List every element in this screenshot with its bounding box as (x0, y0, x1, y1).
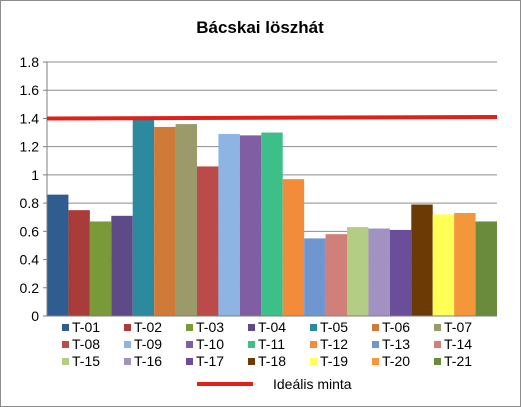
legend-swatch-t-19 (310, 358, 317, 365)
bar-t-08 (197, 166, 219, 316)
legend-label-t-21: T-21 (444, 353, 472, 369)
legend-swatch-t-03 (186, 324, 193, 331)
legend-label-t-10: T-10 (196, 336, 224, 352)
bar-t-18 (411, 204, 433, 316)
legend-label-t-12: T-12 (320, 336, 348, 352)
bar-t-07 (175, 124, 197, 316)
axes (43, 61, 497, 317)
legend-label-t-09: T-09 (134, 336, 162, 352)
legend-swatch-t-15 (62, 358, 69, 365)
legend-label-t-19: T-19 (320, 353, 348, 369)
legend-swatch-t-12 (310, 341, 317, 348)
bar-t-04 (111, 215, 133, 316)
legend-swatch-t-09 (124, 341, 131, 348)
bars (47, 118, 497, 317)
legend-label-t-17: T-17 (196, 353, 224, 369)
legend-label-t-16: T-16 (134, 353, 162, 369)
legend-label-t-20: T-20 (382, 353, 410, 369)
legend-label-t-06: T-06 (382, 319, 410, 335)
legend-label-t-15: T-15 (72, 353, 100, 369)
bar-t-16 (368, 228, 390, 316)
y-tick-label: 0.4 (20, 252, 40, 268)
legend: T-01 T-02 T-03 T-04 T-05 T-06 T-07 T-08 T-09 T-10… (62, 319, 472, 392)
legend-label-t-03: T-03 (196, 319, 224, 335)
legend-label-t-01: T-01 (72, 319, 100, 335)
legend-swatch-t-14 (434, 341, 441, 348)
legend-swatch-t-17 (186, 358, 193, 365)
legend-swatch-t-20 (372, 358, 379, 365)
legend-swatch-t-06 (372, 324, 379, 331)
legend-swatch-t-01 (62, 324, 69, 331)
legend-swatch-t-08 (62, 341, 69, 348)
bar-t-15 (347, 227, 369, 316)
bar-t-21 (475, 221, 497, 316)
legend-label-t-14: T-14 (444, 336, 472, 352)
legend-swatch-t-21 (434, 358, 441, 365)
legend-label-t-18: T-18 (258, 353, 286, 369)
y-tick-label: 0.8 (20, 195, 40, 211)
bar-t-20 (454, 212, 476, 316)
chart-title: Bácskai löszhát (196, 18, 324, 37)
y-tick-label: 0 (31, 308, 39, 324)
legend-swatch-t-10 (186, 341, 193, 348)
bar-t-14 (325, 234, 347, 316)
bar-t-01 (47, 194, 69, 316)
bar-t-11 (261, 132, 283, 316)
legend-swatch-t-02 (124, 324, 131, 331)
legend-label-t-04: T-04 (258, 319, 286, 335)
bar-t-19 (432, 214, 455, 316)
legend-label-t-08: T-08 (72, 336, 100, 352)
y-tick-label: 1.2 (20, 139, 40, 155)
legend-swatch-t-16 (124, 358, 131, 365)
y-tick-label: 0.6 (20, 223, 40, 239)
legend-swatch-t-13 (372, 341, 379, 348)
bar-t-05 (132, 118, 155, 316)
reference-line-group (46, 115, 498, 121)
bar-t-02 (68, 210, 90, 316)
legend-swatch-t-05 (310, 324, 317, 331)
legend-label-t-11: T-11 (258, 336, 285, 352)
legend-label-t-13: T-13 (382, 336, 410, 352)
y-tick-label: 0.2 (20, 280, 40, 296)
legend-label-t-05: T-05 (320, 319, 348, 335)
y-tick-label: 1.4 (20, 110, 40, 126)
legend-swatch-t-04 (248, 324, 255, 331)
legend-swatch-t-18 (248, 358, 255, 365)
y-tick-label: 1.6 (20, 82, 40, 98)
y-tick-label: 1.8 (20, 54, 40, 70)
bar-t-09 (218, 133, 240, 316)
legend-label-reference-line: Ideális minta (273, 376, 352, 392)
bar-t-13 (304, 238, 326, 316)
reference-line (46, 115, 498, 121)
legend-label-t-02: T-02 (134, 319, 162, 335)
legend-swatch-t-07 (434, 324, 441, 331)
legend-label-t-07: T-07 (444, 319, 472, 335)
y-tick-label: 1 (31, 167, 39, 183)
bar-t-06 (154, 126, 176, 317)
bar-t-12 (282, 179, 305, 316)
legend-swatch-t-11 (248, 341, 255, 348)
bar-t-10 (239, 135, 262, 316)
bar-t-03 (89, 221, 112, 316)
y-axis-ticks: 0 0.2 0.4 0.6 0.8 1 1.2 1.4 1.6 1.8 (20, 54, 40, 324)
bar-t-17 (389, 229, 412, 316)
